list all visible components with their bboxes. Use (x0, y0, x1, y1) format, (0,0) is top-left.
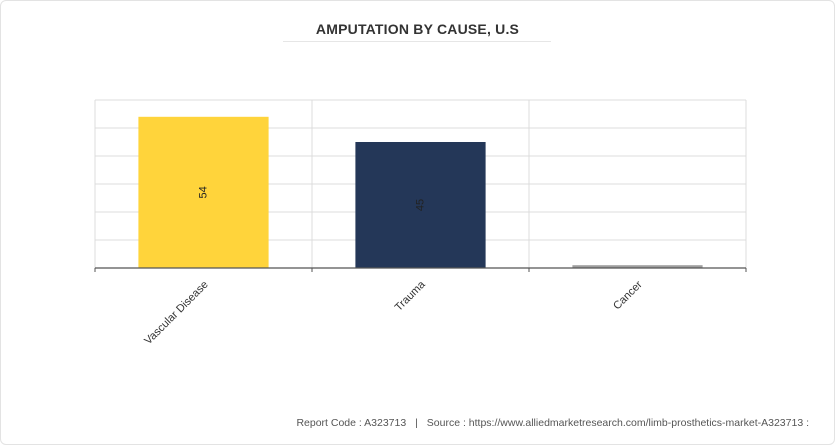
footer-source: Report Code : A323713 | Source : https:/… (296, 417, 809, 429)
bar-trauma (355, 142, 486, 268)
title-underline (283, 41, 551, 42)
bar-cancer (572, 265, 703, 268)
report-code: Report Code : A323713 (296, 417, 407, 429)
chart-title: AMPUTATION BY CAUSE, U.S (315, 21, 520, 37)
data-label-trauma: 45 (415, 199, 427, 211)
x-tick-label-trauma: Trauma (393, 278, 429, 314)
x-tick-label-cancer: Cancer (611, 278, 645, 312)
bar-vascular-disease (138, 116, 269, 268)
footer-separator: | (415, 417, 418, 429)
x-tick-label-vascular-disease: Vascular Disease (142, 279, 210, 347)
source-text: Source : https://www.alliedmarketresearc… (426, 417, 809, 429)
data-label-vascular-disease: 54 (198, 186, 210, 198)
